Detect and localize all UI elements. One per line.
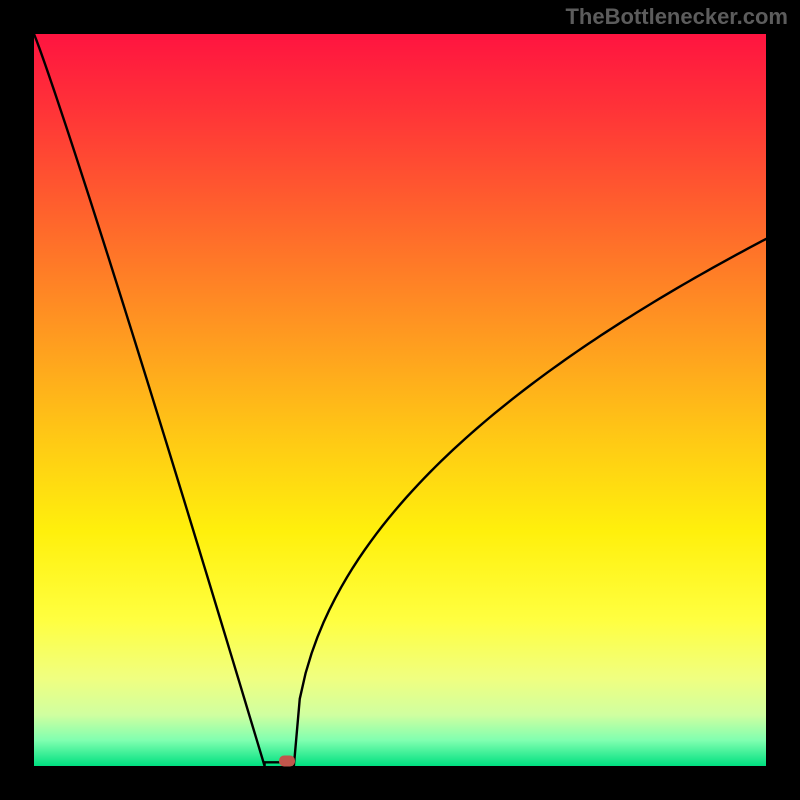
optimal-point-marker — [279, 755, 295, 766]
curve-path — [34, 34, 766, 766]
chart-frame: TheBottlenecker.com — [0, 0, 800, 800]
plot-area — [34, 34, 766, 766]
watermark-text: TheBottlenecker.com — [565, 4, 788, 30]
bottleneck-curve — [34, 34, 766, 766]
